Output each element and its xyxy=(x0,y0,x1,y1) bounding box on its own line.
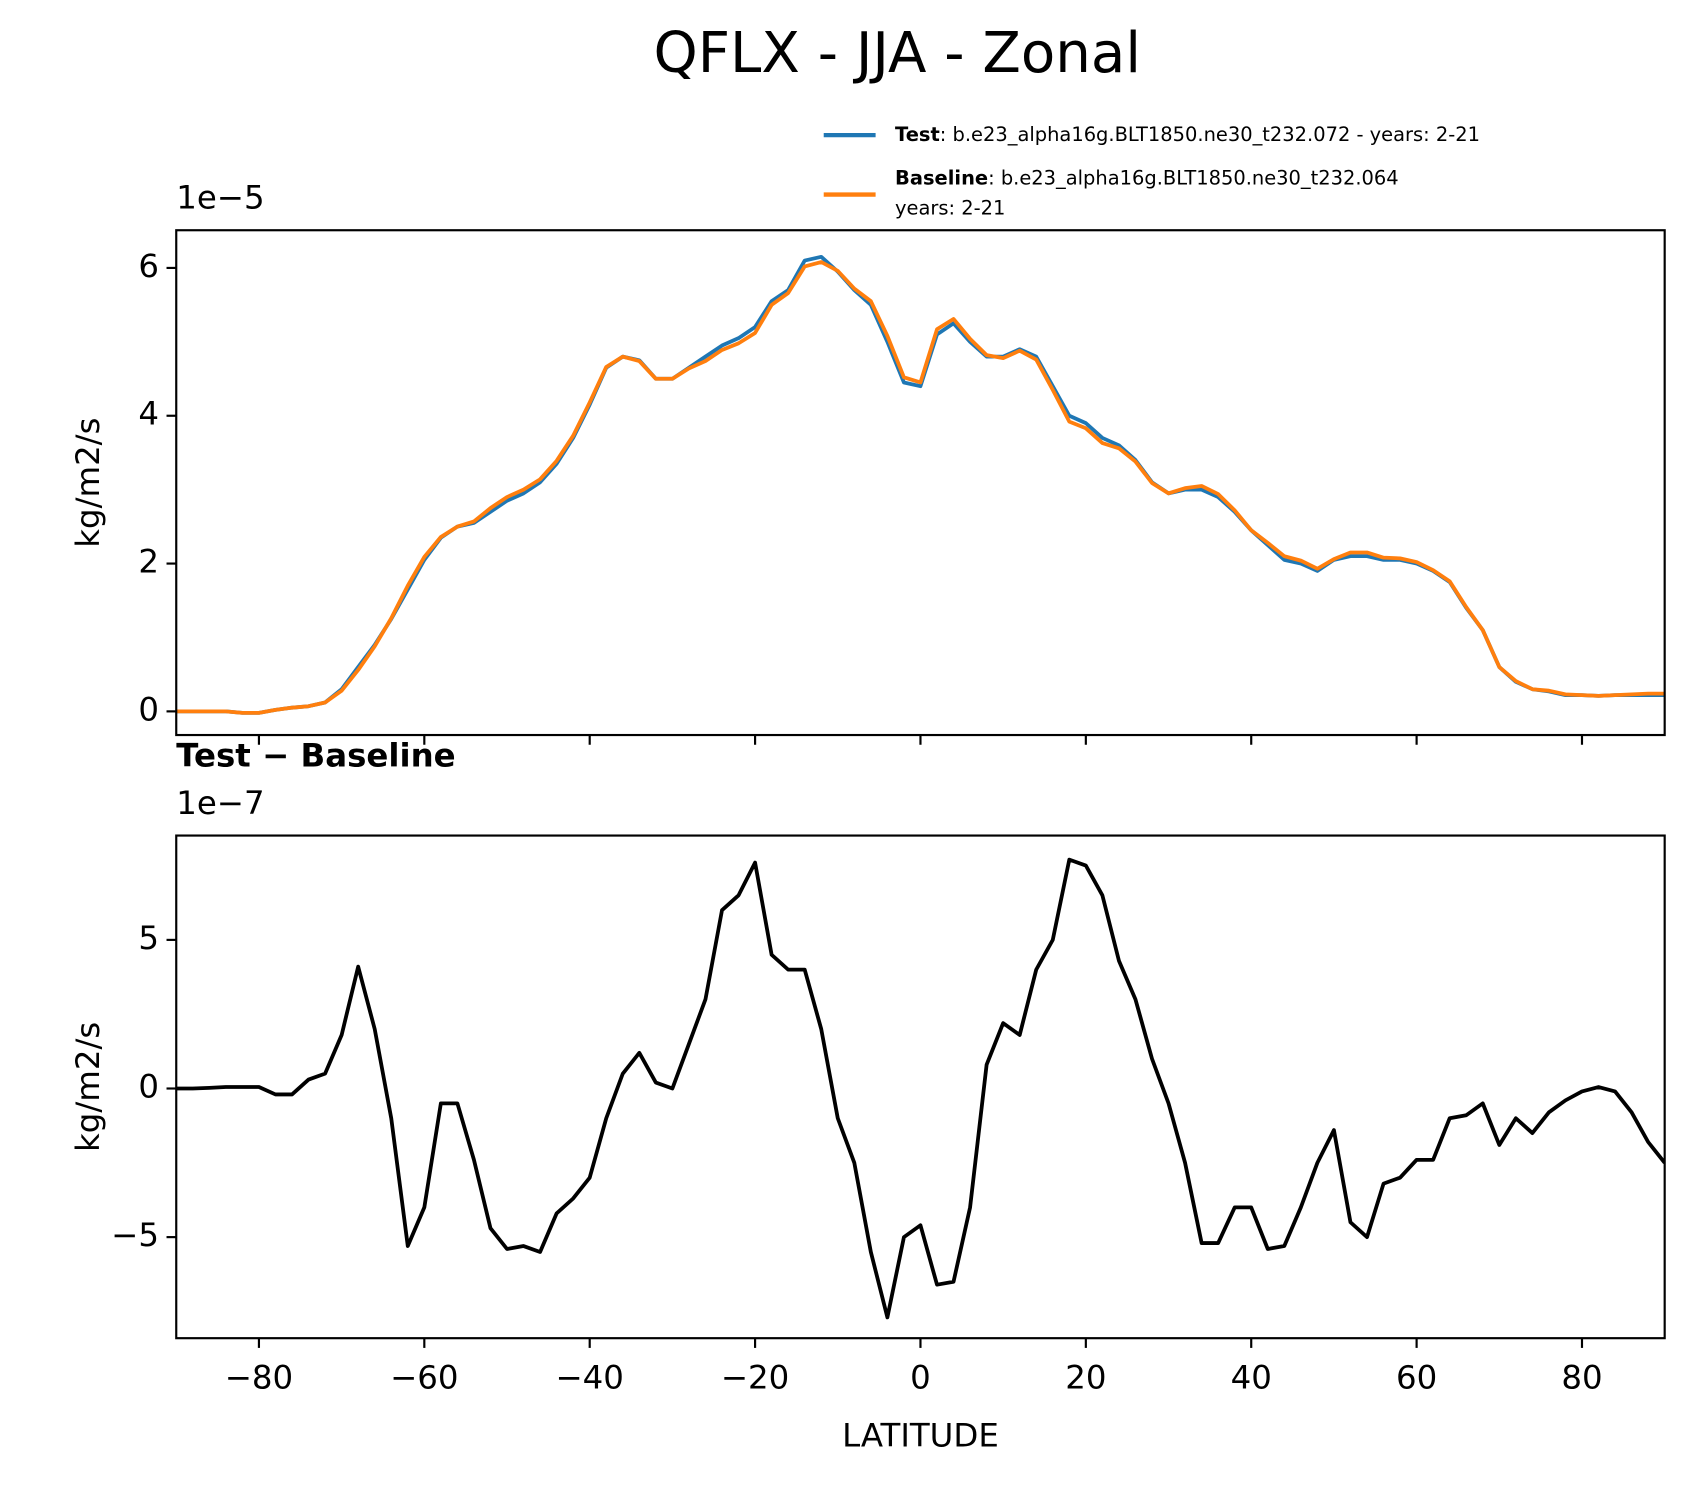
legend-text: : b.e23_alpha16g.BLT1850.ne30_t232.072 -… xyxy=(940,123,1480,146)
x-tick-label: −60 xyxy=(390,1358,458,1396)
x-axis-label: LATITUDE xyxy=(842,1417,999,1455)
suptitle: QFLX - JJA - Zonal xyxy=(653,21,1140,86)
y-tick-label: 4 xyxy=(138,395,159,433)
y-axis-label: kg/m2/s xyxy=(69,1022,107,1152)
y-tick-label: 6 xyxy=(138,247,159,285)
data-line xyxy=(176,260,1665,715)
x-tick-label: 60 xyxy=(1396,1358,1437,1396)
x-tick-label: 40 xyxy=(1231,1358,1272,1396)
x-tick-label: −40 xyxy=(556,1358,624,1396)
legend-text: : b.e23_alpha16g.BLT1850.ne30_t232.064 xyxy=(988,166,1399,189)
plot-frame xyxy=(175,834,1666,1340)
y-axis-label: kg/m2/s xyxy=(69,418,107,548)
x-tick-label: −20 xyxy=(721,1358,789,1396)
offset-text: 1e−7 xyxy=(176,784,264,822)
x-tick-label: 80 xyxy=(1561,1358,1602,1396)
y-tick-label: −5 xyxy=(111,1216,159,1254)
x-tick-label: 0 xyxy=(910,1358,931,1396)
panel-title: Test − Baseline xyxy=(176,736,455,774)
y-tick-label: 2 xyxy=(138,543,159,581)
legend-text: years: 2-21 xyxy=(895,196,1005,219)
legend-label: Test: b.e23_alpha16g.BLT1850.ne30_t232.0… xyxy=(895,123,1480,146)
offset-text: 1e−5 xyxy=(176,179,264,217)
y-tick-label: 5 xyxy=(138,919,159,957)
legend-name: Test xyxy=(895,123,940,146)
data-line xyxy=(176,857,1665,1320)
y-tick-label: 0 xyxy=(138,1068,159,1106)
data-line xyxy=(176,254,1665,715)
x-tick-label: 20 xyxy=(1065,1358,1106,1396)
x-tick-label: −80 xyxy=(225,1358,293,1396)
legend-label: Baseline: b.e23_alpha16g.BLT1850.ne30_t2… xyxy=(895,166,1399,219)
y-tick-label: 0 xyxy=(138,690,159,728)
legend-name: Baseline xyxy=(895,166,988,189)
plot-frame xyxy=(175,229,1666,737)
